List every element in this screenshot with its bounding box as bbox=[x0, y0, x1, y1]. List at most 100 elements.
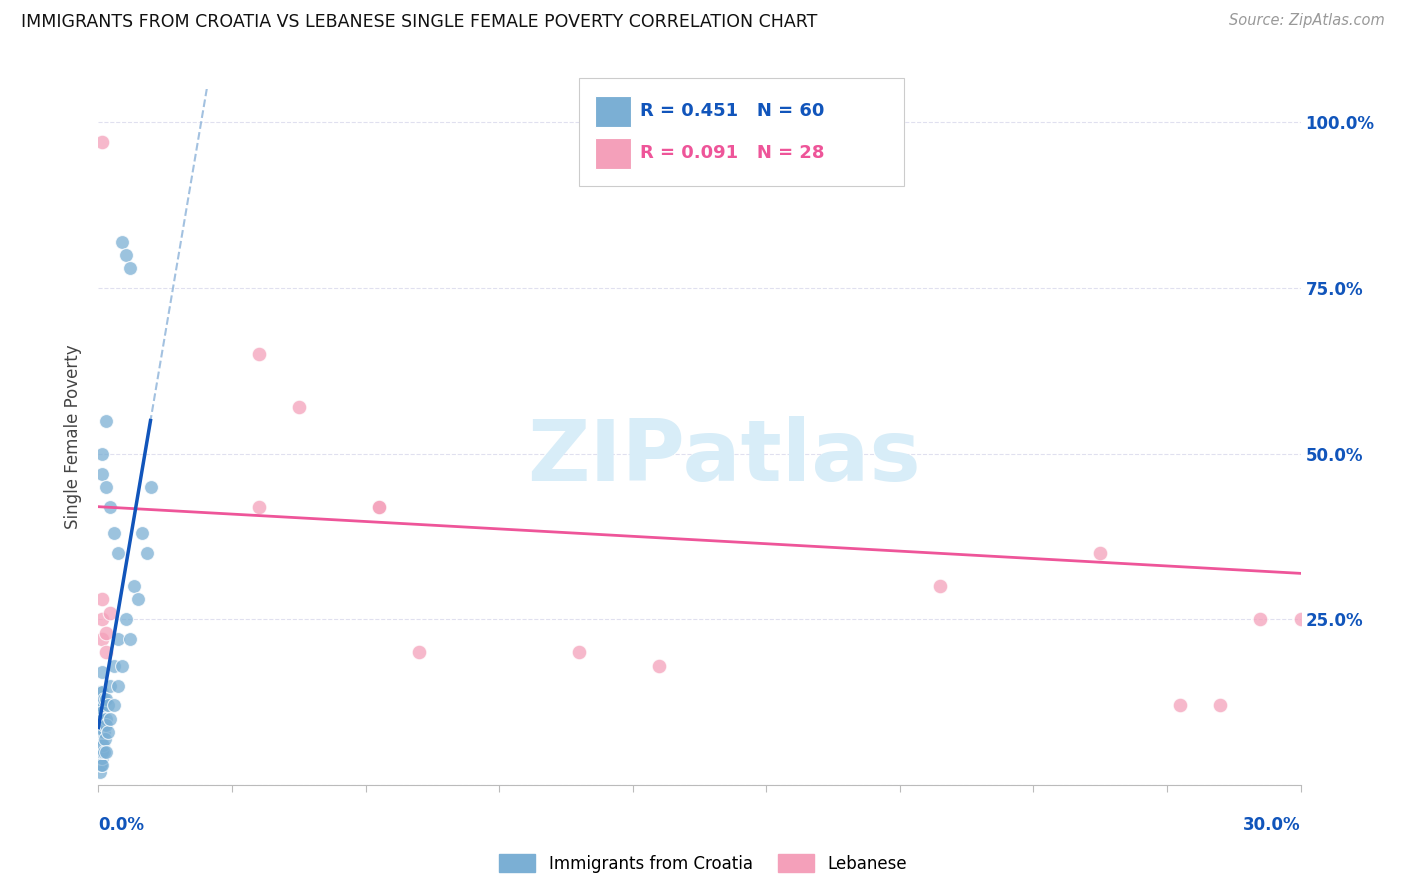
Text: Source: ZipAtlas.com: Source: ZipAtlas.com bbox=[1229, 13, 1385, 29]
Point bbox=[120, 261, 142, 276]
Point bbox=[96, 745, 118, 759]
Point bbox=[769, 135, 792, 149]
Point bbox=[89, 745, 111, 759]
Text: R = 0.091   N = 28: R = 0.091 N = 28 bbox=[640, 144, 824, 161]
Point bbox=[128, 592, 150, 607]
Point bbox=[89, 712, 111, 726]
Point bbox=[1170, 698, 1192, 713]
Point bbox=[115, 612, 138, 626]
Legend: Immigrants from Croatia, Lebanese: Immigrants from Croatia, Lebanese bbox=[492, 847, 914, 880]
Point bbox=[100, 679, 122, 693]
Point bbox=[91, 738, 114, 752]
Point bbox=[91, 447, 114, 461]
Point bbox=[89, 751, 111, 765]
Point bbox=[90, 698, 112, 713]
Point bbox=[93, 718, 115, 732]
Point bbox=[107, 632, 129, 647]
Point bbox=[89, 718, 111, 732]
Text: 0.0%: 0.0% bbox=[98, 816, 145, 834]
Point bbox=[91, 665, 114, 680]
Point bbox=[124, 579, 146, 593]
Point bbox=[929, 579, 952, 593]
Point bbox=[90, 751, 112, 765]
Point bbox=[91, 592, 114, 607]
Point bbox=[90, 712, 112, 726]
Point bbox=[91, 725, 114, 739]
Text: R = 0.451   N = 60: R = 0.451 N = 60 bbox=[640, 102, 824, 120]
Point bbox=[91, 745, 114, 759]
Point bbox=[103, 526, 125, 541]
Point bbox=[90, 758, 112, 772]
Point bbox=[90, 725, 112, 739]
Point bbox=[89, 764, 111, 779]
Point bbox=[91, 712, 114, 726]
Point bbox=[96, 691, 118, 706]
Text: ZIPatlas: ZIPatlas bbox=[527, 417, 921, 500]
Point bbox=[131, 526, 153, 541]
Point bbox=[91, 758, 114, 772]
Point bbox=[89, 738, 111, 752]
Point bbox=[1250, 612, 1272, 626]
Point bbox=[97, 698, 120, 713]
Point bbox=[91, 705, 114, 719]
Point bbox=[97, 725, 120, 739]
Point bbox=[91, 632, 114, 647]
Point bbox=[103, 658, 125, 673]
Point bbox=[139, 480, 162, 494]
Point bbox=[91, 745, 114, 759]
Y-axis label: Single Female Poverty: Single Female Poverty bbox=[65, 345, 83, 529]
Point bbox=[93, 725, 115, 739]
Point bbox=[93, 745, 115, 759]
Point bbox=[103, 698, 125, 713]
Text: IMMIGRANTS FROM CROATIA VS LEBANESE SINGLE FEMALE POVERTY CORRELATION CHART: IMMIGRANTS FROM CROATIA VS LEBANESE SING… bbox=[21, 13, 817, 31]
Point bbox=[91, 725, 114, 739]
Point bbox=[91, 467, 114, 481]
Point bbox=[111, 658, 134, 673]
Point bbox=[89, 712, 111, 726]
Point bbox=[115, 248, 138, 262]
Point bbox=[89, 718, 111, 732]
Point bbox=[89, 725, 111, 739]
Point bbox=[94, 731, 117, 746]
Point bbox=[96, 645, 118, 659]
Point bbox=[89, 685, 111, 699]
Point bbox=[100, 500, 122, 514]
Point bbox=[96, 625, 118, 640]
Point bbox=[90, 731, 112, 746]
Point bbox=[93, 691, 115, 706]
Point bbox=[96, 718, 118, 732]
Point bbox=[648, 658, 671, 673]
Point bbox=[89, 758, 111, 772]
Point bbox=[89, 738, 111, 752]
Text: 30.0%: 30.0% bbox=[1243, 816, 1301, 834]
Point bbox=[368, 500, 391, 514]
Point bbox=[100, 606, 122, 620]
Point bbox=[90, 738, 112, 752]
Point bbox=[89, 751, 111, 765]
Point bbox=[89, 731, 111, 746]
Point bbox=[368, 500, 391, 514]
Point bbox=[94, 712, 117, 726]
Point bbox=[90, 712, 112, 726]
Point bbox=[568, 645, 591, 659]
Point bbox=[1289, 612, 1312, 626]
Point bbox=[247, 500, 270, 514]
Point bbox=[408, 645, 430, 659]
Point bbox=[120, 632, 142, 647]
Point bbox=[100, 712, 122, 726]
Point bbox=[288, 401, 311, 415]
Point bbox=[135, 546, 157, 560]
Point bbox=[247, 347, 270, 361]
Point bbox=[96, 480, 118, 494]
Point bbox=[89, 698, 111, 713]
Point bbox=[96, 413, 118, 427]
Point bbox=[1209, 698, 1232, 713]
Point bbox=[107, 546, 129, 560]
Point bbox=[1088, 546, 1111, 560]
Point bbox=[90, 751, 112, 765]
Point bbox=[107, 679, 129, 693]
Point bbox=[91, 612, 114, 626]
Point bbox=[769, 135, 792, 149]
Point bbox=[91, 135, 114, 149]
Point bbox=[111, 235, 134, 249]
